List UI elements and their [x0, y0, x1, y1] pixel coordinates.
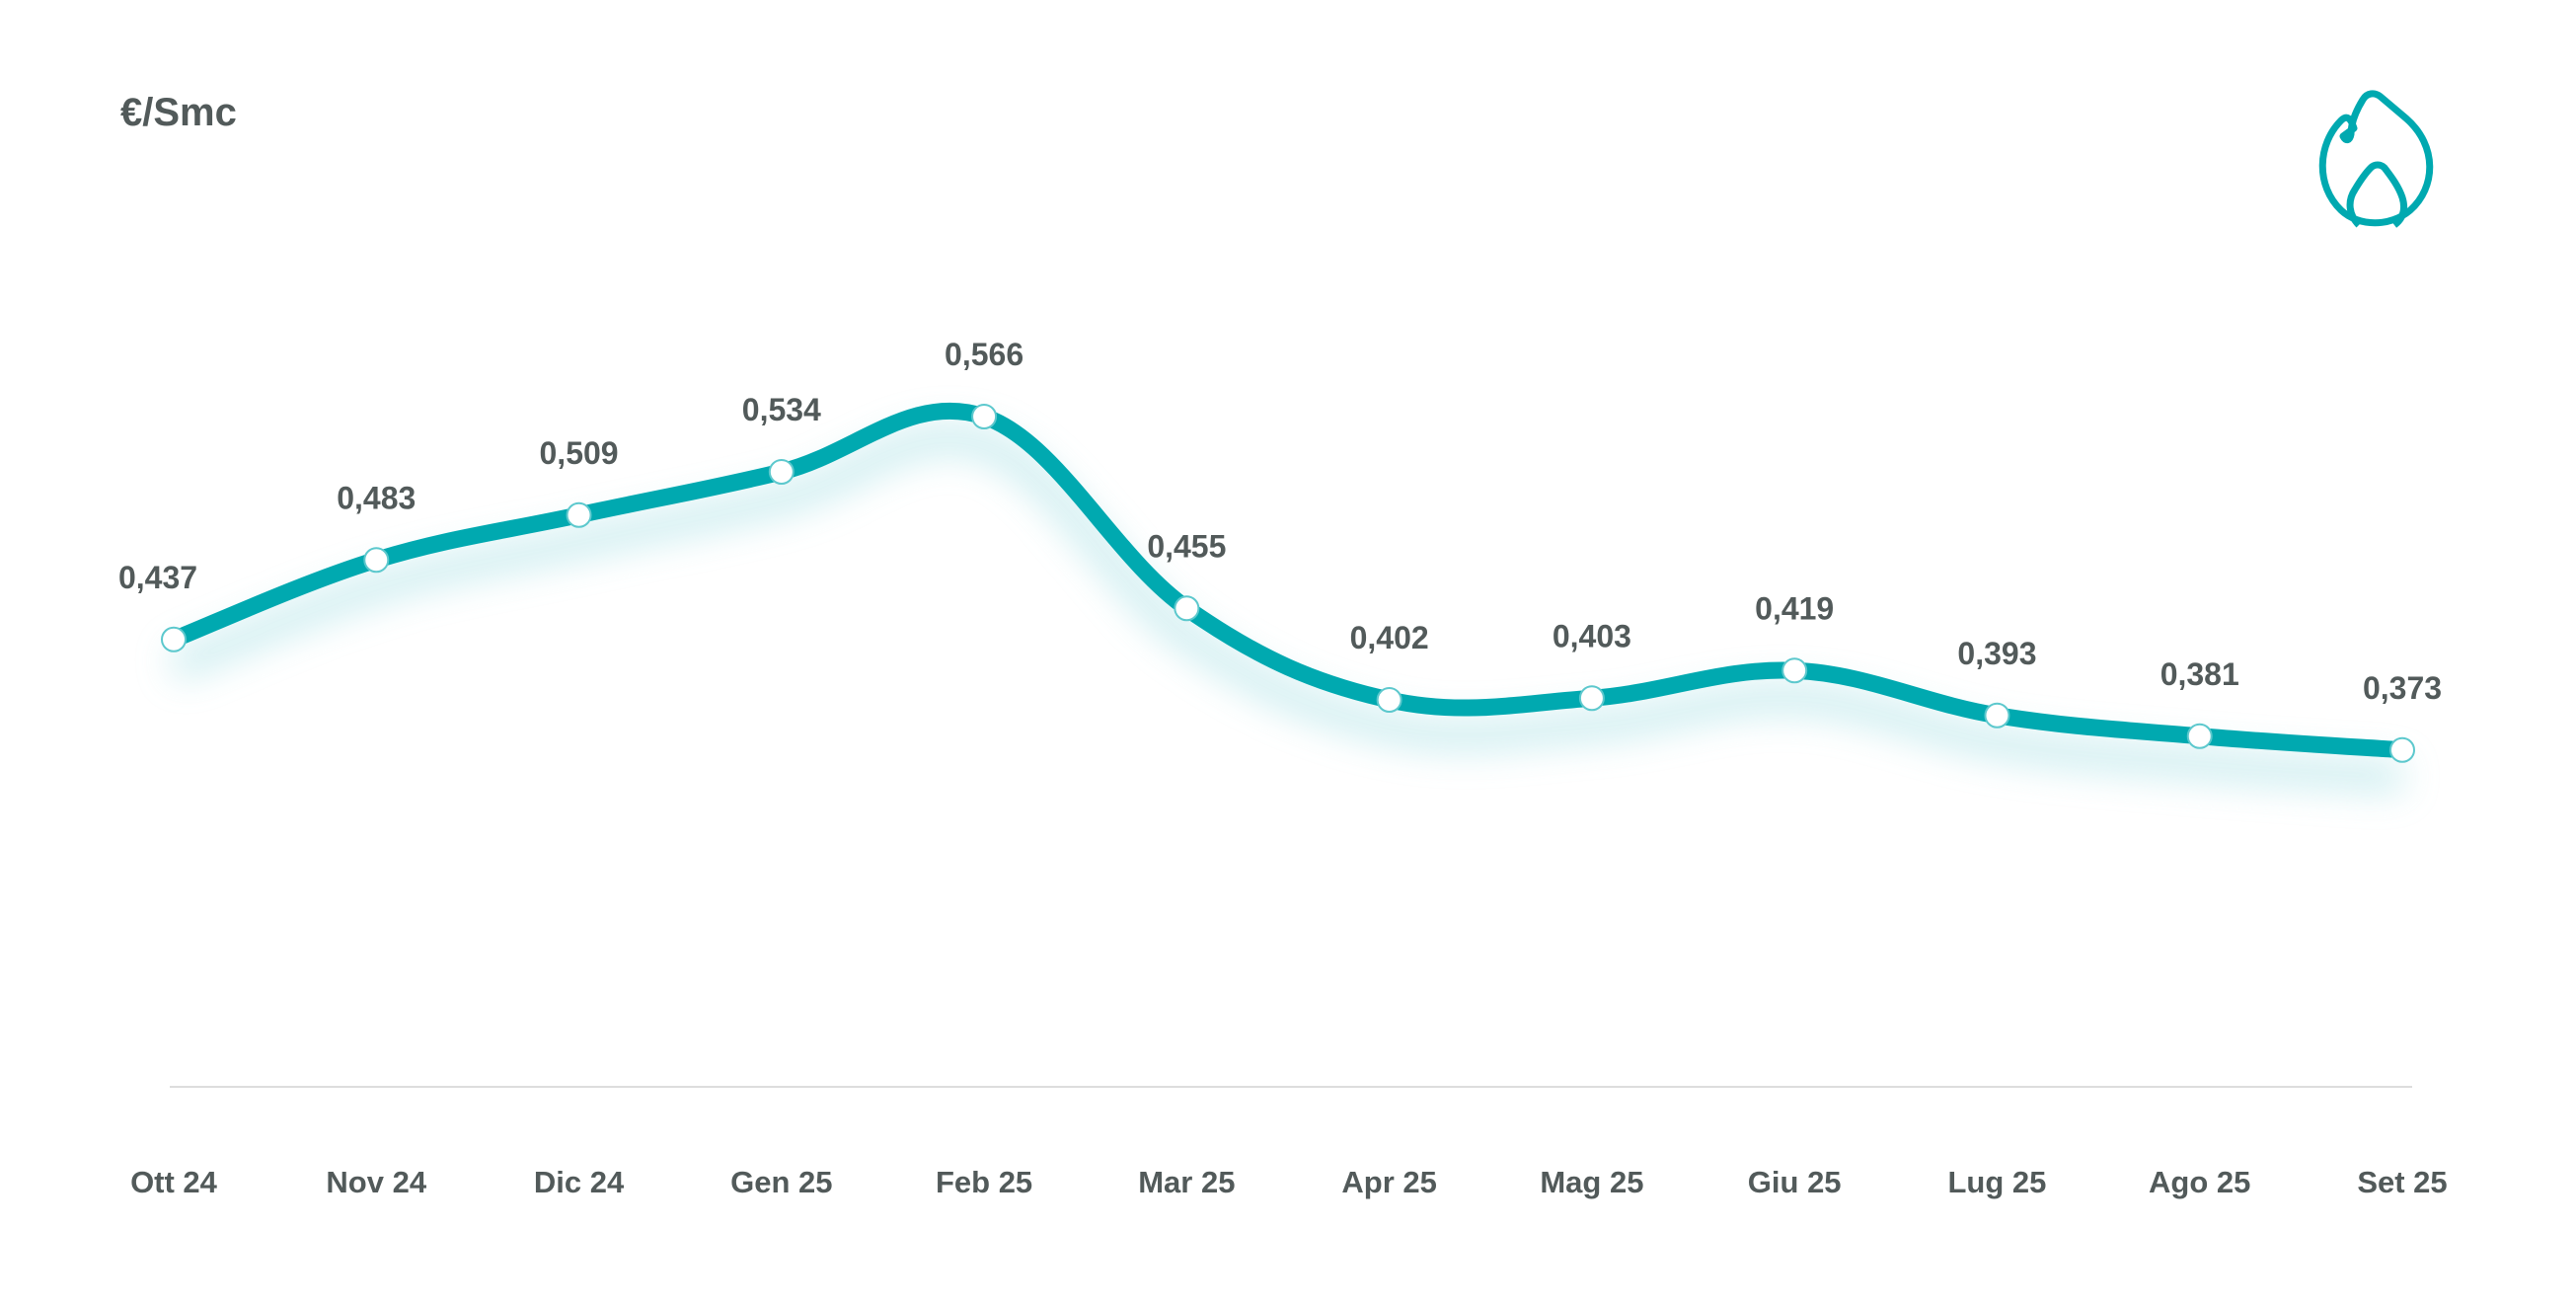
- data-point: [1984, 702, 2010, 729]
- x-tick-label: Nov 24: [326, 1165, 426, 1199]
- data-label: 0,534: [742, 392, 821, 427]
- data-point: [2389, 736, 2415, 763]
- data-label: 0,437: [118, 560, 197, 595]
- x-tick-label: Feb 25: [936, 1165, 1032, 1199]
- flame-icon: [2318, 90, 2434, 228]
- data-label: 0,393: [1957, 636, 2036, 671]
- x-tick-label: Set 25: [2357, 1165, 2447, 1199]
- x-tick-label: Apr 25: [1341, 1165, 1436, 1199]
- data-label: 0,373: [2363, 670, 2442, 706]
- line-shadow: [168, 423, 2404, 793]
- data-point: [1578, 685, 1605, 712]
- x-tick-label: Gen 25: [730, 1165, 832, 1199]
- x-tick-label: Mag 25: [1540, 1165, 1643, 1199]
- data-label: 0,509: [540, 435, 619, 471]
- data-point: [971, 404, 998, 429]
- x-tick-label: Ago 25: [2149, 1165, 2250, 1199]
- data-label: 0,455: [1147, 528, 1226, 564]
- x-tick-label: Lug 25: [1948, 1165, 2047, 1199]
- data-point: [566, 501, 592, 528]
- data-label: 0,381: [2160, 656, 2239, 692]
- series-line: [165, 402, 2411, 759]
- x-tick-label: Mar 25: [1138, 1165, 1235, 1199]
- data-point: [1781, 657, 1808, 684]
- data-point: [2186, 723, 2213, 749]
- data-label: 0,483: [337, 480, 416, 515]
- data-label: 0,566: [945, 337, 1023, 372]
- data-label: 0,403: [1553, 618, 1631, 653]
- data-point: [1174, 595, 1200, 622]
- data-point: [363, 547, 390, 574]
- x-tick-label: Giu 25: [1748, 1165, 1842, 1199]
- y-axis-unit-label: €/Smc: [120, 91, 237, 134]
- data-point: [161, 626, 187, 652]
- x-tick-label: Ott 24: [130, 1165, 218, 1199]
- data-label: 0,419: [1755, 590, 1834, 626]
- x-tick-label: Dic 24: [534, 1165, 625, 1199]
- data-point: [768, 459, 795, 485]
- data-label: 0,402: [1350, 620, 1429, 655]
- data-point: [1376, 687, 1402, 713]
